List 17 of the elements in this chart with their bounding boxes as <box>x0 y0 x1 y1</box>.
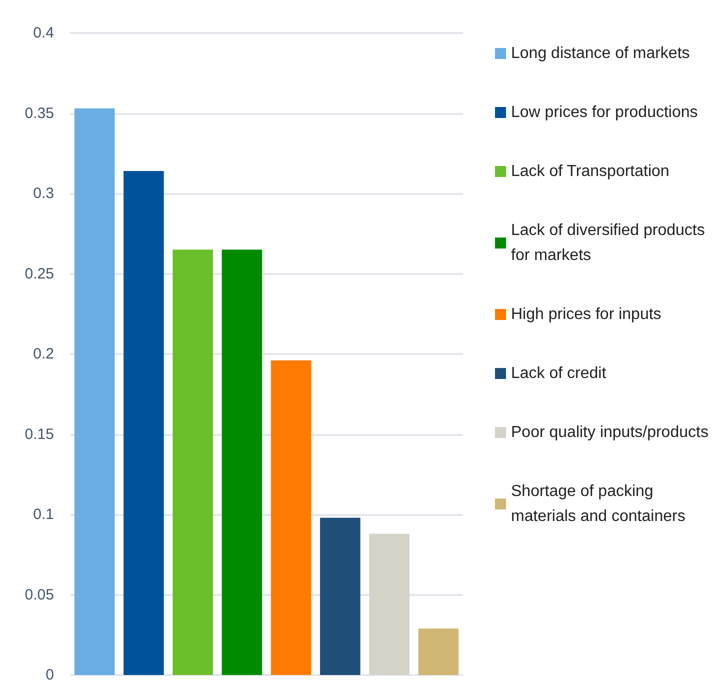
y-tick-label: 0.4 <box>33 24 54 42</box>
legend-label: Lack of Transportation <box>511 163 670 180</box>
legend-label: Low prices for productions <box>511 104 698 121</box>
y-tick-label: 0.05 <box>24 586 54 604</box>
legend-label: High prices for inputs <box>511 306 662 323</box>
y-tick-label: 0 <box>46 666 54 684</box>
legend-label: Lack of credit <box>511 365 607 382</box>
legend-label: Poor quality inputs/products <box>511 424 708 441</box>
y-tick-label: 0.1 <box>33 506 54 523</box>
legend-label: Lack of diversified products for markets <box>511 222 710 264</box>
y-tick-label: 0.2 <box>33 346 54 362</box>
y-tick-label: 0.15 <box>24 426 54 443</box>
y-tick-label: 0.35 <box>24 104 54 122</box>
legend-label: Long distance of markets <box>511 45 690 62</box>
legend-label: Shortage of packing materials and containers <box>511 483 686 525</box>
y-tick-label: 0.25 <box>24 265 54 282</box>
y-tick-label: 0.3 <box>33 185 54 202</box>
